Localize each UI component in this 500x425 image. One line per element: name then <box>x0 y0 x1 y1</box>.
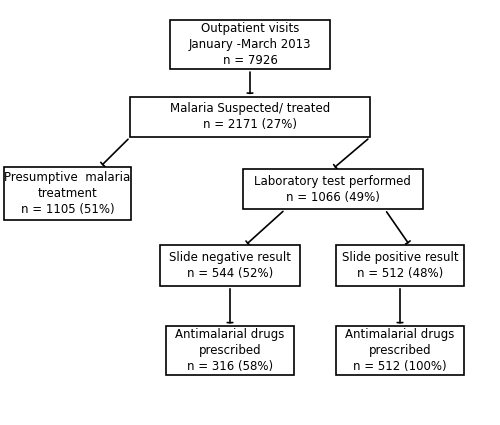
Text: n = 316 (58%): n = 316 (58%) <box>187 360 273 373</box>
FancyBboxPatch shape <box>130 97 370 137</box>
FancyBboxPatch shape <box>242 169 422 209</box>
Text: prescribed: prescribed <box>368 344 432 357</box>
Text: n = 512 (48%): n = 512 (48%) <box>357 267 443 280</box>
Text: n = 1105 (51%): n = 1105 (51%) <box>20 203 114 216</box>
Text: Malaria Suspected/ treated: Malaria Suspected/ treated <box>170 102 330 115</box>
FancyBboxPatch shape <box>336 326 464 375</box>
Text: n = 1066 (49%): n = 1066 (49%) <box>286 191 380 204</box>
Text: prescribed: prescribed <box>198 344 262 357</box>
Text: Slide positive result: Slide positive result <box>342 251 458 264</box>
Text: Antimalarial drugs: Antimalarial drugs <box>346 328 455 341</box>
FancyBboxPatch shape <box>170 20 330 69</box>
Text: n = 544 (52%): n = 544 (52%) <box>187 267 273 280</box>
Text: treatment: treatment <box>38 187 98 200</box>
Text: n = 512 (100%): n = 512 (100%) <box>353 360 447 373</box>
Text: Slide negative result: Slide negative result <box>169 251 291 264</box>
Text: Presumptive  malaria: Presumptive malaria <box>4 171 130 184</box>
Text: Outpatient visits: Outpatient visits <box>201 22 299 35</box>
FancyBboxPatch shape <box>166 326 294 375</box>
Text: January -March 2013: January -March 2013 <box>189 38 311 51</box>
Text: Antimalarial drugs: Antimalarial drugs <box>176 328 284 341</box>
Text: n = 7926: n = 7926 <box>222 54 278 67</box>
FancyBboxPatch shape <box>160 246 300 286</box>
FancyBboxPatch shape <box>336 246 464 286</box>
Text: n = 2171 (27%): n = 2171 (27%) <box>203 119 297 131</box>
Text: Laboratory test performed: Laboratory test performed <box>254 175 411 187</box>
FancyBboxPatch shape <box>4 167 131 220</box>
